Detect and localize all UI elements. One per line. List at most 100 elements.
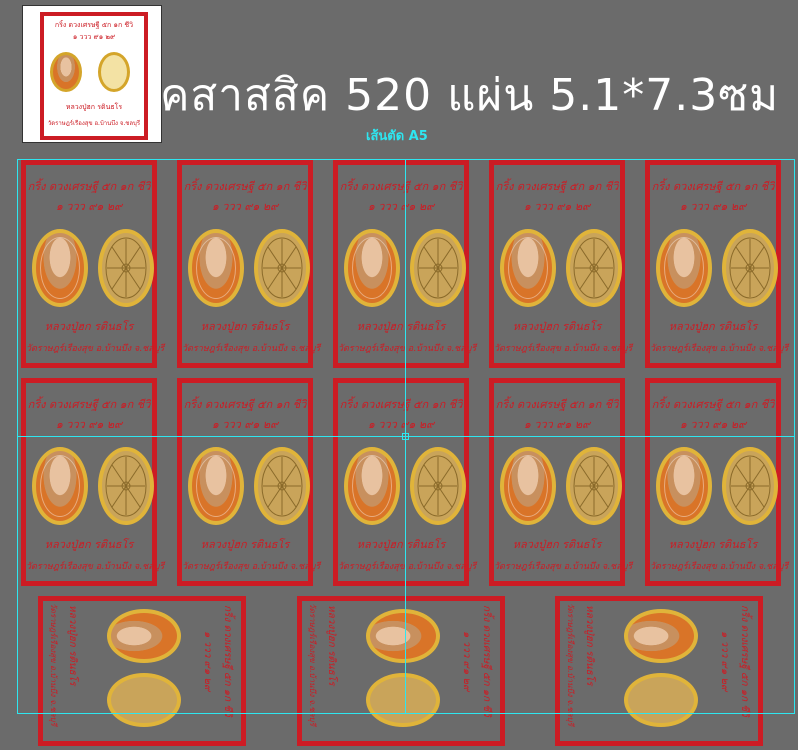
- card-temple: วัดราษฎร์เรืองสุข อ.บ้านบึง จ.ชลบุรี: [308, 603, 317, 726]
- card-line1: กริ้ง ดวงเศรษฐี ๕ก ๑ก ชีวิ: [27, 398, 151, 411]
- card-line1: กริ้ง ดวงเศรษฐี ๕ก ๑ก ชีวิ: [339, 398, 463, 411]
- monk-photo: [624, 609, 698, 663]
- yantra-medal: [107, 673, 181, 727]
- monk-photo: [366, 609, 440, 663]
- card-line2: ๑ ววว ๙๑ ๒๙: [523, 200, 591, 213]
- card-line2: ๑ ววว ๙๑ ๒๙: [55, 418, 123, 431]
- card-line1: กริ้ง ดวงเศรษฐี ๕ก ๑ก ชีวิ: [481, 605, 492, 717]
- card-line2: ๑ ววว ๙๑ ๒๙: [367, 200, 435, 213]
- guide-center-handle[interactable]: [402, 433, 409, 440]
- card-r1-c5[interactable]: กริ้ง ดวงเศรษฐี ๕ก ๑ก ชีวิ๑ ววว ๙๑ ๒๙ หลว…: [645, 160, 789, 368]
- card-line2: ๑ ววว ๙๑ ๒๙: [211, 200, 279, 213]
- yantra-medal: [98, 229, 154, 307]
- card-name: หลวงปู่ฮก รตินธโร: [356, 538, 446, 551]
- yantra-medal: [722, 229, 778, 307]
- card-r1-c4[interactable]: กริ้ง ดวงเศรษฐี ๕ก ๑ก ชีวิ๑ ววว ๙๑ ๒๙หลว…: [489, 160, 632, 368]
- card-name: หลวงปู่ฮก รตินธโร: [584, 605, 595, 686]
- yantra-medal: [624, 673, 698, 727]
- card-line2: ๑ ววว ๙๑ ๒๙: [367, 418, 435, 431]
- card-temple: วัดราษฎร์เรืองสุข อ.บ้านบึง จ.ชลบุรี: [49, 603, 58, 726]
- card-r2-c5[interactable]: กริ้ง ดวงเศรษฐี ๕ก ๑ก ชีวิ๑ ววว ๙๑ ๒๙หลว…: [645, 378, 789, 586]
- rotated-card-3[interactable]: กริ้ง ดวงเศรษฐี ๕ก ๑ก ชีวิ ๑ ววว ๙๑ ๒๙ หลว…: [555, 596, 763, 746]
- card-line1: กริ้ง ดวงเศรษฐี ๕ก ๑ก ชีวิ: [27, 180, 151, 193]
- yantra-medal: [254, 229, 310, 307]
- yantra-medal: [566, 229, 622, 307]
- thumbnail-line2: ๑ ววว ๙๑ ๒๙: [72, 33, 116, 41]
- card-r1-c2[interactable]: กริ้ง ดวงเศรษฐี ๕ก ๑ก ชีวิ๑ ววว ๙๑ ๒๙หลว…: [177, 160, 321, 368]
- card-r1-c1[interactable]: กริ้ง ดวงเศรษฐี ๕ก ๑ก ชีวิ๑ ววว ๙๑ ๒๙หลว…: [21, 160, 165, 368]
- card-line1: กริ้ง ดวงเศรษฐี ๕ก ๑ก ชีวิ: [651, 398, 775, 411]
- yantra-medal: [566, 447, 622, 525]
- yantra-medal: [366, 673, 440, 727]
- card-temple: วัดราษฎร์เรืองสุข อ.บ้านบึง จ.ชลบุรี: [338, 344, 477, 354]
- cut-line-label: เส้นตัด A5: [366, 129, 428, 144]
- card-line1: กริ้ง ดวงเศรษฐี ๕ก ๑ก ชีวิ: [495, 180, 619, 193]
- card-line1: กริ้ง ดวงเศรษฐี ๕ก ๑ก ชีวิ: [183, 180, 307, 193]
- monk-photo: [656, 447, 712, 525]
- horizontal-guide-line[interactable]: [17, 436, 795, 437]
- rotated-card-2[interactable]: กริ้ง ดวงเศรษฐี ๕ก ๑ก ชีวิ ๑ ววว ๙๑ ๒๙ หลว…: [297, 596, 505, 746]
- thumbnail-card: กริ้ง ดวงเศรษฐี ๕ก ๑ก ชีวิ ๑ ววว ๙๑ ๒๙ ห…: [40, 12, 148, 140]
- card-temple: วัดราษฎร์เรืองสุข อ.บ้านบึง จ.ชลบุรี: [566, 603, 575, 726]
- card-name: หลวงปู่ฮก รตินธโร: [200, 320, 290, 333]
- monk-photo: [188, 447, 244, 525]
- card-line2: ๑ ววว ๙๑ ๒๙: [211, 418, 279, 431]
- page-headline: คสาสสิค 520 แผ่น 5.1*7.3ซม: [160, 70, 780, 121]
- card-line2: ๑ ววว ๙๑ ๒๙: [679, 200, 747, 213]
- card-line1: กริ้ง ดวงเศรษฐี ๕ก ๑ก ชีวิ: [183, 398, 307, 411]
- card-temple: วัดราษฎร์เรืองสุข อ.บ้านบึง จ.ชลบุรี: [338, 562, 477, 572]
- rotated-card-1[interactable]: กริ้ง ดวงเศรษฐี ๕ก ๑ก ชีวิ ๑ ววว ๙๑ ๒๙ หลว…: [38, 596, 246, 746]
- card-line2: ๑ ววว ๙๑ ๒๙: [461, 631, 472, 692]
- card-r2-c4[interactable]: กริ้ง ดวงเศรษฐี ๕ก ๑ก ชีวิ๑ ววว ๙๑ ๒๙หลว…: [489, 378, 633, 586]
- card-r1-c3[interactable]: กริ้ง ดวงเศรษฐี ๕ก ๑ก ชีวิ๑ ววว ๙๑ ๒๙หลว…: [333, 160, 477, 368]
- monk-photo: [344, 447, 400, 525]
- thumbnail-yantra: [98, 52, 130, 92]
- preview-thumbnail: กริ้ง ดวงเศรษฐี ๕ก ๑ก ชีวิ ๑ ววว ๙๑ ๒๙ ห…: [22, 5, 162, 143]
- card-temple: วัดราษฎร์เรืองสุข อ.บ้านบึง จ.ชลบุรี: [26, 344, 165, 354]
- thumbnail-name: หลวงปู่ฮก รตินธโร: [65, 103, 123, 111]
- thumbnail-line1: กริ้ง ดวงเศรษฐี ๕ก ๑ก ชีวิ: [54, 21, 134, 29]
- card-name: หลวงปู่ฮก รตินธโร: [356, 320, 446, 333]
- card-name: หลวงปู่ฮก รตินธโร: [512, 320, 602, 333]
- monk-photo: [107, 609, 181, 663]
- card-name: หลวงปู่ฮก รตินธโร: [668, 538, 758, 551]
- card-name: หลวงปู่ฮก รตินธโร: [200, 538, 290, 551]
- card-line2: ๑ ววว ๙๑ ๒๙: [202, 631, 213, 692]
- card-line1: กริ้ง ดวงเศรษฐี ๕ก ๑ก ชีวิ: [339, 180, 463, 193]
- card-r2-c1[interactable]: กริ้ง ดวงเศรษฐี ๕ก ๑ก ชีวิ๑ ววว ๙๑ ๒๙หลว…: [21, 378, 165, 586]
- card-line1: กริ้ง ดวงเศรษฐี ๕ก ๑ก ชีวิ: [739, 605, 750, 717]
- card-temple: วัดราษฎร์เรืองสุข อ.บ้านบึง จ.ชลบุรี: [182, 344, 321, 354]
- yantra-medal: [98, 447, 154, 525]
- card-name: หลวงปู่ฮก รตินธโร: [44, 538, 134, 551]
- monk-photo: [656, 229, 712, 307]
- yantra-medal: [722, 447, 778, 525]
- monk-photo: [32, 229, 88, 307]
- card-name: หลวงปู่ฮก รตินธโร: [44, 320, 134, 333]
- thumbnail-photo: [50, 52, 82, 92]
- monk-photo: [500, 229, 556, 307]
- card-line1: กริ้ง ดวงเศรษฐี ๕ก ๑ก ชีวิ: [222, 605, 233, 717]
- card-name: หลวงปู่ฮก รตินธโร: [67, 605, 78, 686]
- thumbnail-temple: วัดราษฎร์เรืองสุข อ.บ้านบึง จ.ชลบุรี: [47, 120, 141, 127]
- yantra-medal: [410, 229, 466, 307]
- card-r2-c3[interactable]: กริ้ง ดวงเศรษฐี ๕ก ๑ก ชีวิ๑ ววว ๙๑ ๒๙หลว…: [333, 378, 477, 586]
- card-temple: วัดราษฎร์เรืองสุข อ.บ้านบึง จ.ชลบุรี: [650, 562, 789, 572]
- yantra-medal: [254, 447, 310, 525]
- card-line2: ๑ ววว ๙๑ ๒๙: [719, 631, 730, 692]
- card-line2: ๑ ววว ๙๑ ๒๙: [55, 200, 123, 213]
- yantra-medal: [410, 447, 466, 525]
- monk-photo: [500, 447, 556, 525]
- monk-photo: [32, 447, 88, 525]
- card-line2: ๑ ววว ๙๑ ๒๙: [679, 418, 747, 431]
- card-temple: วัดราษฎร์เรืองสุข อ.บ้านบึง จ.ชลบุรี: [494, 562, 633, 572]
- card-line2: ๑ ววว ๙๑ ๒๙: [523, 418, 591, 431]
- card-temple: วัดราษฎร์เรืองสุข อ.บ้านบึง จ.ชลบุรี: [182, 562, 321, 572]
- card-r2-c2[interactable]: กริ้ง ดวงเศรษฐี ๕ก ๑ก ชีวิ๑ ววว ๙๑ ๒๙หลว…: [177, 378, 321, 586]
- monk-photo: [188, 229, 244, 307]
- card-line1: กริ้ง ดวงเศรษฐี ๕ก ๑ก ชีวิ: [495, 398, 619, 411]
- card-name: หลวงปู่ฮก รตินธโร: [512, 538, 602, 551]
- card-line1: กริ้ง ดวงเศรษฐี ๕ก ๑ก ชีวิ: [651, 180, 775, 193]
- monk-photo: [344, 229, 400, 307]
- card-temple: วัดราษฎร์เรืองสุข อ.บ้านบึง จ.ชลบุรี: [26, 562, 165, 572]
- card-temple: วัดราษฎร์เรืองสุข อ.บ้านบึง จ.ชลบุรี: [650, 344, 789, 354]
